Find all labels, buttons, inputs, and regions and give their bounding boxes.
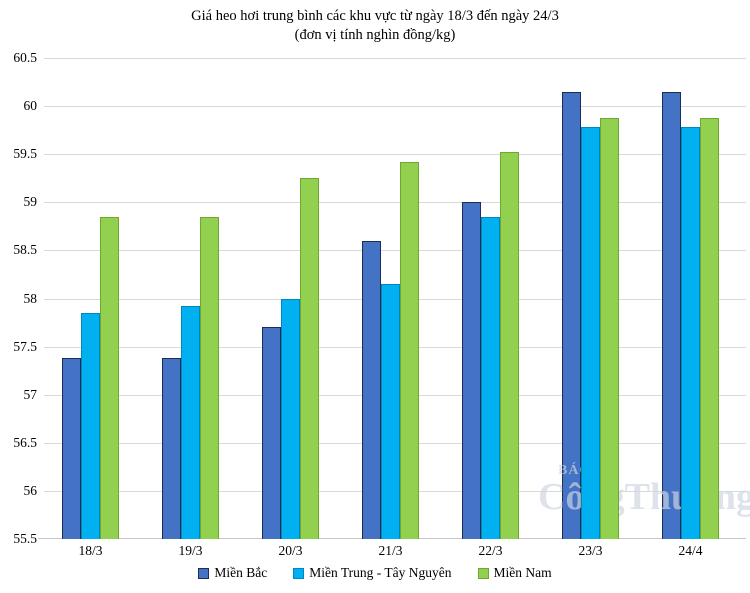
bar-mien-bac-24-4 — [662, 91, 681, 539]
bar-mien-bac-22-3 — [462, 202, 481, 539]
bar-mien-trung-tay-nguyen-23-3 — [581, 127, 600, 539]
legend-item-mien-trung-tay-nguyen: Miền Trung - Tây Nguyên — [293, 565, 452, 581]
y-axis-tick-label: 58.5 — [13, 242, 37, 258]
legend-item-mien-nam: Miền Nam — [477, 565, 552, 581]
y-axis-tick-label: 58 — [23, 290, 38, 306]
x-axis-label: 23/3 — [578, 543, 603, 558]
chart-title-block: Giá heo hơi trung bình các khu vực từ ng… — [0, 7, 750, 45]
y-axis-tick-label: 59.5 — [13, 146, 37, 162]
legend-item-mien-bac: Miền Bắc — [198, 565, 267, 581]
x-axis: 18/3 19/3 20/3 21/3 22/3 23/3 24/4 — [44, 543, 746, 561]
bar-mien-nam-18-3 — [100, 216, 119, 539]
gridline — [44, 106, 746, 108]
legend-label: Miền Bắc — [214, 565, 268, 580]
y-axis-tick-label: 60.5 — [13, 50, 37, 65]
x-axis-label: 20/3 — [278, 543, 303, 558]
y-axis-tick-label: 55.5 — [13, 531, 37, 546]
y-axis-tick-label: 57 — [23, 386, 38, 402]
bar-mien-bac-19-3 — [162, 358, 181, 539]
gridline — [44, 154, 746, 156]
legend-label: Miền Nam — [493, 565, 552, 580]
bar-mien-nam-22-3 — [500, 152, 519, 539]
bar-mien-nam-24-4 — [700, 117, 719, 539]
bar-mien-nam-21-3 — [400, 161, 419, 539]
bar-mien-trung-tay-nguyen-22-3 — [481, 216, 500, 539]
bar-mien-trung-tay-nguyen-21-3 — [381, 284, 400, 539]
plot-area — [38, 58, 746, 539]
y-axis-tick-label: 57.5 — [13, 338, 37, 354]
y-axis: 60.5 60 59.5 59 58.5 58 57.5 57 56.5 56 55.5 — [0, 50, 38, 546]
bar-mien-nam-20-3 — [300, 178, 319, 539]
gridline — [44, 202, 746, 204]
y-axis-tick-label: 59 — [23, 194, 38, 210]
x-axis-label: 18/3 — [78, 543, 103, 558]
x-axis-label: 24/4 — [678, 543, 703, 558]
bar-mien-trung-tay-nguyen-20-3 — [281, 298, 300, 539]
bar-mien-bac-18-3 — [62, 358, 81, 539]
bar-mien-trung-tay-nguyen-18-3 — [81, 312, 100, 539]
legend-label: Miền Trung - Tây Nguyên — [309, 565, 452, 580]
bar-mien-nam-19-3 — [200, 216, 219, 539]
legend-swatch-icon — [293, 567, 305, 579]
gridline — [44, 250, 746, 252]
x-axis-label: 21/3 — [378, 543, 403, 558]
gridline — [44, 58, 746, 59]
bar-mien-bac-21-3 — [362, 240, 381, 539]
chart-subtitle: (đơn vị tính nghìn đồng/kg) — [294, 27, 456, 43]
bar-mien-trung-tay-nguyen-19-3 — [181, 306, 200, 539]
bar-mien-bac-23-3 — [562, 91, 581, 539]
x-axis-label: 19/3 — [178, 543, 203, 558]
bar-mien-bac-20-3 — [262, 327, 281, 539]
bar-mien-trung-tay-nguyen-24-4 — [681, 127, 700, 539]
y-axis-tick-label: 56.5 — [13, 434, 37, 450]
x-axis-label: 22/3 — [478, 543, 503, 558]
y-axis-tick-label: 60 — [23, 98, 38, 114]
legend-swatch-icon — [477, 567, 489, 579]
bar-mien-nam-23-3 — [600, 117, 619, 539]
legend: Miền Bắc Miền Trung - Tây Nguyên Miền Na… — [0, 565, 750, 581]
y-axis-tick-label: 56 — [23, 482, 38, 498]
legend-swatch-icon — [198, 567, 210, 579]
chart-title: Giá heo hơi trung bình các khu vực từ ng… — [191, 8, 559, 24]
